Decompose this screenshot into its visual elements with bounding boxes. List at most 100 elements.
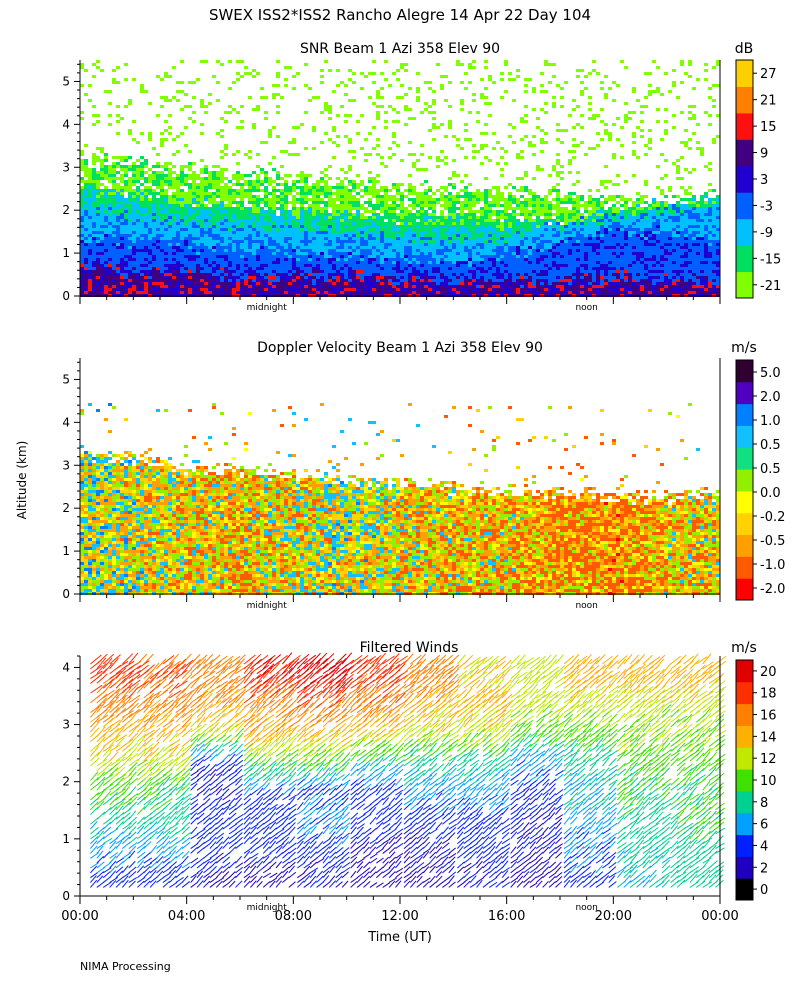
snr-cell (160, 78, 164, 81)
snr-cell (128, 255, 132, 258)
snr-cell (184, 219, 188, 222)
snr-cell (272, 231, 276, 234)
snr-cell (308, 246, 312, 249)
snr-cell (488, 282, 492, 285)
snr-cell (400, 243, 404, 246)
snr-cell (180, 192, 184, 195)
snr-cell (288, 264, 292, 267)
snr-cell (396, 252, 400, 255)
snr-cell (456, 207, 460, 210)
snr-cell (144, 90, 148, 93)
snr-cell (452, 270, 456, 273)
snr-cell (224, 213, 228, 216)
snr-cell (368, 153, 372, 156)
snr-cell (168, 285, 172, 288)
snr-cell (456, 270, 460, 273)
snr-cell (480, 246, 484, 249)
snr-cell (452, 276, 456, 279)
snr-cell (288, 270, 292, 273)
snr-cell (220, 216, 224, 219)
snr-cell (508, 291, 512, 294)
snr-cell (208, 216, 212, 219)
snr-cell (204, 111, 208, 114)
snr-cell (528, 222, 532, 225)
snr-cell (184, 198, 188, 201)
snr-cell (340, 189, 344, 192)
snr-cell (324, 210, 328, 213)
snr-cell (448, 234, 452, 237)
snr-cell (352, 261, 356, 264)
snr-cell (96, 231, 100, 234)
snr-cell (264, 210, 268, 213)
snr-cell (368, 249, 372, 252)
snr-cell (508, 261, 512, 264)
snr-cell (168, 288, 172, 291)
snr-cell (124, 237, 128, 240)
snr-cell (512, 276, 516, 279)
snr-cell (332, 282, 336, 285)
snr-cell (80, 216, 84, 219)
snr-cell (520, 291, 524, 294)
snr-cell (96, 192, 100, 195)
snr-cell (80, 192, 84, 195)
snr-cell (460, 99, 464, 102)
snr-cell (324, 279, 328, 282)
snr-cell (320, 234, 324, 237)
snr-cell (544, 267, 548, 270)
snr-cell (428, 156, 432, 159)
snr-cell (244, 222, 248, 225)
snr-cell (136, 228, 140, 231)
snr-cell (308, 186, 312, 189)
snr-cell (264, 237, 268, 240)
snr-cell (160, 210, 164, 213)
snr-cell (368, 288, 372, 291)
snr-cell (88, 243, 92, 246)
snr-cell (184, 192, 188, 195)
snr-cell (276, 72, 280, 75)
snr-cell (512, 222, 516, 225)
snr-cell (260, 288, 264, 291)
snr-cell (512, 279, 516, 282)
snr-cell (204, 60, 208, 63)
snr-cell (352, 240, 356, 243)
snr-cell (120, 234, 124, 237)
snr-cell (120, 258, 124, 261)
snr-cell (428, 81, 432, 84)
snr-cell (128, 270, 132, 273)
snr-cell (100, 258, 104, 261)
snr-cell (504, 204, 508, 207)
snr-cell (408, 204, 412, 207)
snr-cell (472, 192, 476, 195)
snr-cell (312, 126, 316, 129)
snr-cell (284, 234, 288, 237)
snr-cell (264, 279, 268, 282)
snr-cell (544, 216, 548, 219)
snr-cell (112, 246, 116, 249)
snr-cell (444, 282, 448, 285)
snr-cell (404, 261, 408, 264)
snr-cell (312, 261, 316, 264)
snr-cell (104, 174, 108, 177)
snr-cell (356, 120, 360, 123)
snr-cell (236, 282, 240, 285)
snr-cell (492, 198, 496, 201)
snr-cell (84, 282, 88, 285)
snr-cell (348, 234, 352, 237)
snr-cell (488, 279, 492, 282)
snr-cell (208, 285, 212, 288)
snr-cell (172, 222, 176, 225)
snr-cell (108, 222, 112, 225)
snr-cell (540, 84, 544, 87)
snr-cell (380, 207, 384, 210)
snr-cell (240, 216, 244, 219)
snr-cell (364, 267, 368, 270)
snr-cell (380, 246, 384, 249)
snr-cell (168, 213, 172, 216)
snr-cell (304, 174, 308, 177)
snr-cell (508, 135, 512, 138)
snr-cell (540, 243, 544, 246)
snr-cell (360, 258, 364, 261)
snr-cell (184, 174, 188, 177)
snr-cell (156, 213, 160, 216)
